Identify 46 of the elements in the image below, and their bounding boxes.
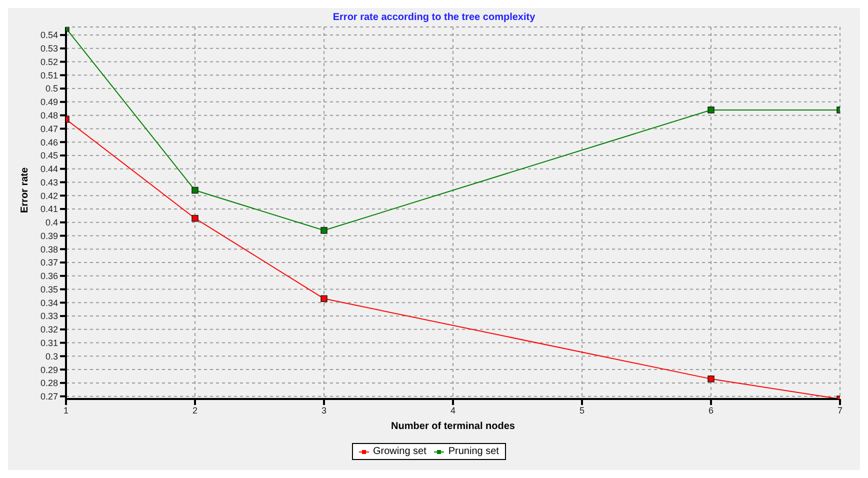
chart-title: Error rate according to the tree complexity bbox=[332, 12, 536, 23]
y-tick-label: 0.36 bbox=[40, 271, 58, 282]
y-tick-label: 0.39 bbox=[40, 230, 58, 241]
y-tick-label: 0.3 bbox=[45, 351, 58, 362]
y-tick-label: 0.42 bbox=[40, 190, 58, 201]
y-tick-label: 0.37 bbox=[40, 258, 58, 268]
y-tick-label: 0.27 bbox=[40, 392, 58, 402]
y-tick-label: 0.38 bbox=[40, 244, 58, 254]
x-axis-title: Number of terminal nodes bbox=[391, 421, 516, 432]
legend-label: Growing set bbox=[372, 446, 426, 457]
x-tick-label: 4 bbox=[450, 405, 456, 416]
y-tick-label: 0.32 bbox=[40, 324, 58, 335]
y-tick-label: 0.34 bbox=[40, 298, 58, 308]
y-tick-label: 0.48 bbox=[40, 110, 58, 121]
y-tick-label: 0.5 bbox=[45, 84, 58, 94]
y-tick-label: 0.49 bbox=[40, 97, 58, 108]
y-tick-label: 0.43 bbox=[40, 177, 58, 188]
y-tick-label: 0.46 bbox=[40, 137, 58, 148]
x-tick-label: 3 bbox=[321, 405, 327, 416]
x-tick-label: 5 bbox=[579, 405, 585, 416]
x-tick-label: 6 bbox=[708, 405, 714, 416]
y-tick-label: 0.45 bbox=[40, 150, 58, 161]
y-tick-label: 0.44 bbox=[40, 164, 58, 174]
y-tick-label: 0.28 bbox=[40, 378, 58, 388]
y-tick-label: 0.35 bbox=[40, 284, 58, 294]
y-tick-label: 0.47 bbox=[40, 124, 58, 134]
point bbox=[192, 214, 198, 222]
y-tick-label: 0.41 bbox=[40, 204, 58, 214]
legend-label: Pruning set bbox=[447, 446, 499, 457]
point bbox=[320, 295, 328, 302]
point bbox=[320, 226, 328, 234]
x-tick-label: 2 bbox=[192, 405, 198, 416]
y-tick-label: 0.31 bbox=[40, 338, 58, 348]
y-tick-label: 0.51 bbox=[40, 70, 58, 80]
x-tick-label: 7 bbox=[837, 405, 843, 416]
y-tick-label: 0.52 bbox=[40, 56, 58, 67]
y-tick-label: 0.29 bbox=[40, 364, 58, 375]
y-tick-label: 0.4 bbox=[45, 218, 58, 228]
point bbox=[192, 186, 198, 194]
y-tick-label: 0.53 bbox=[40, 44, 58, 54]
y-axis-title: Error rate bbox=[20, 166, 31, 213]
point bbox=[708, 106, 714, 114]
x-tick-label: 1 bbox=[63, 405, 69, 416]
point bbox=[708, 376, 714, 382]
y-tick-label: 0.33 bbox=[40, 311, 58, 322]
y-tick-label: 0.54 bbox=[40, 30, 58, 40]
